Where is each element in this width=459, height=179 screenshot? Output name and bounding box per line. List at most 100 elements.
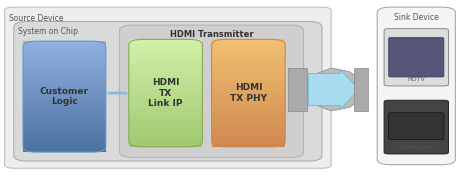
Bar xyxy=(211,47,285,50)
Bar xyxy=(211,129,285,132)
Bar xyxy=(23,126,106,130)
FancyBboxPatch shape xyxy=(14,21,321,161)
Bar xyxy=(129,93,202,97)
Bar xyxy=(129,132,202,136)
Bar xyxy=(129,43,202,47)
Bar xyxy=(129,107,202,111)
Bar xyxy=(211,86,285,90)
Text: HDMI
TX
Link IP: HDMI TX Link IP xyxy=(148,78,183,108)
Bar xyxy=(23,123,106,126)
Bar xyxy=(23,137,106,141)
Bar xyxy=(129,140,202,143)
Bar xyxy=(23,119,106,123)
Text: HDMI Transmitter: HDMI Transmitter xyxy=(169,30,253,39)
Bar xyxy=(23,108,106,112)
Bar xyxy=(211,72,285,75)
Bar xyxy=(211,64,285,68)
Bar xyxy=(129,143,202,147)
Bar xyxy=(211,136,285,140)
Bar xyxy=(129,57,202,61)
FancyBboxPatch shape xyxy=(388,113,443,140)
Bar xyxy=(23,56,106,60)
Bar xyxy=(23,74,106,78)
Bar xyxy=(211,100,285,104)
Bar xyxy=(211,97,285,100)
Text: HDTV: HDTV xyxy=(407,77,424,82)
Bar xyxy=(211,75,285,79)
Bar xyxy=(211,107,285,111)
Text: Customer
Logic: Customer Logic xyxy=(40,87,89,106)
Bar xyxy=(211,68,285,72)
Bar xyxy=(211,82,285,86)
Bar xyxy=(129,90,202,93)
Bar xyxy=(23,67,106,71)
FancyBboxPatch shape xyxy=(383,100,448,154)
Bar xyxy=(129,72,202,75)
Bar xyxy=(129,111,202,115)
Text: AV Receiver: AV Receiver xyxy=(399,145,431,150)
Bar xyxy=(211,143,285,147)
Bar xyxy=(23,60,106,63)
Bar xyxy=(211,111,285,115)
Bar xyxy=(211,140,285,143)
Bar xyxy=(129,61,202,64)
FancyBboxPatch shape xyxy=(388,38,443,77)
Bar xyxy=(211,132,285,136)
Bar xyxy=(211,125,285,129)
Bar xyxy=(23,141,106,145)
Text: HDMI
TX PHY: HDMI TX PHY xyxy=(230,83,266,103)
Polygon shape xyxy=(305,68,358,111)
Bar xyxy=(23,100,106,104)
Bar xyxy=(211,50,285,54)
Bar xyxy=(129,86,202,90)
Bar xyxy=(23,52,106,56)
Bar xyxy=(129,79,202,82)
Bar xyxy=(129,75,202,79)
Bar xyxy=(211,39,285,43)
Bar xyxy=(23,82,106,86)
FancyBboxPatch shape xyxy=(119,25,303,158)
Bar xyxy=(129,104,202,107)
FancyBboxPatch shape xyxy=(383,29,448,86)
Bar xyxy=(23,93,106,97)
Bar xyxy=(211,122,285,125)
FancyArrow shape xyxy=(308,70,358,109)
Bar xyxy=(23,148,106,152)
Bar xyxy=(129,125,202,129)
Bar xyxy=(23,71,106,74)
FancyBboxPatch shape xyxy=(5,7,330,168)
Bar xyxy=(288,68,306,111)
Bar xyxy=(23,89,106,93)
Bar xyxy=(129,39,202,43)
Bar xyxy=(23,41,106,45)
Bar xyxy=(211,79,285,82)
Bar xyxy=(129,115,202,118)
Bar xyxy=(129,100,202,104)
Bar xyxy=(211,57,285,61)
Bar xyxy=(129,47,202,50)
Bar xyxy=(23,49,106,52)
Bar xyxy=(353,68,367,111)
Bar xyxy=(129,118,202,122)
Bar xyxy=(23,115,106,119)
Bar xyxy=(23,97,106,100)
FancyBboxPatch shape xyxy=(376,7,454,165)
Bar xyxy=(23,112,106,115)
Bar xyxy=(211,93,285,97)
Text: Sink Device: Sink Device xyxy=(393,13,438,21)
Bar xyxy=(23,63,106,67)
Bar xyxy=(211,90,285,93)
Bar xyxy=(211,43,285,47)
Bar xyxy=(129,64,202,68)
Bar xyxy=(129,97,202,100)
Bar xyxy=(129,136,202,140)
Bar xyxy=(129,129,202,132)
Bar xyxy=(211,118,285,122)
Bar xyxy=(23,130,106,134)
Bar xyxy=(211,115,285,118)
Bar xyxy=(129,50,202,54)
Bar xyxy=(129,122,202,125)
Bar xyxy=(23,86,106,89)
Bar xyxy=(129,82,202,86)
Bar xyxy=(129,68,202,72)
